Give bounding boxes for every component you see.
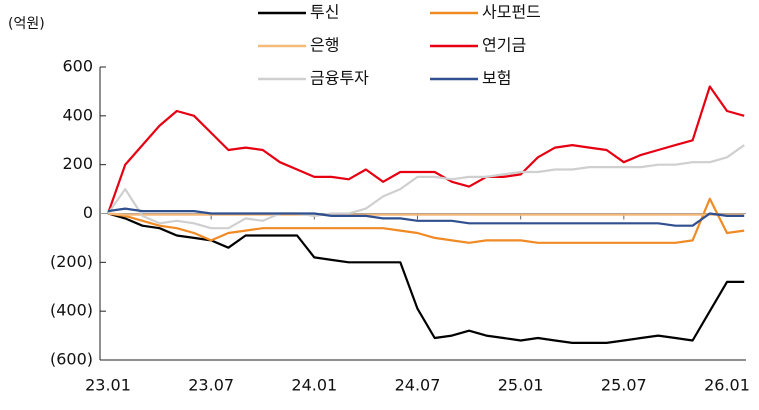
legend-label: 금융투자 (310, 69, 369, 88)
legend-label: 사모펀드 (482, 3, 541, 22)
series-line (107, 197, 745, 244)
legend-label: 투신 (310, 3, 339, 22)
series-line (107, 212, 745, 344)
legend-label: 은행 (310, 36, 339, 55)
y-tick-label: 400 (62, 105, 93, 124)
x-tick-label: 25.01 (498, 376, 544, 395)
x-tick-label: 25.07 (601, 376, 647, 395)
x-tick-label: 26.01 (704, 376, 750, 395)
series-line (107, 144, 745, 230)
y-tick-label: 0 (83, 203, 93, 222)
y-tick-label: (200) (50, 252, 93, 271)
legend-label: 보험 (482, 69, 511, 88)
x-tick-label: 24.01 (291, 376, 337, 395)
y-tick-label: (400) (50, 301, 93, 320)
x-tick-label: 24.07 (395, 376, 441, 395)
y-tick-label: (600) (50, 350, 93, 369)
legend-label: 연기금 (482, 36, 526, 55)
x-tick-label: 23.07 (188, 376, 234, 395)
series-line (107, 212, 745, 216)
series-line (107, 207, 745, 227)
y-tick-label: 600 (62, 57, 93, 76)
series-line (106, 85, 745, 214)
x-tick-label: 23.01 (85, 376, 131, 395)
y-tick-label: 200 (62, 154, 93, 173)
unit-label: (억원) (8, 16, 45, 32)
